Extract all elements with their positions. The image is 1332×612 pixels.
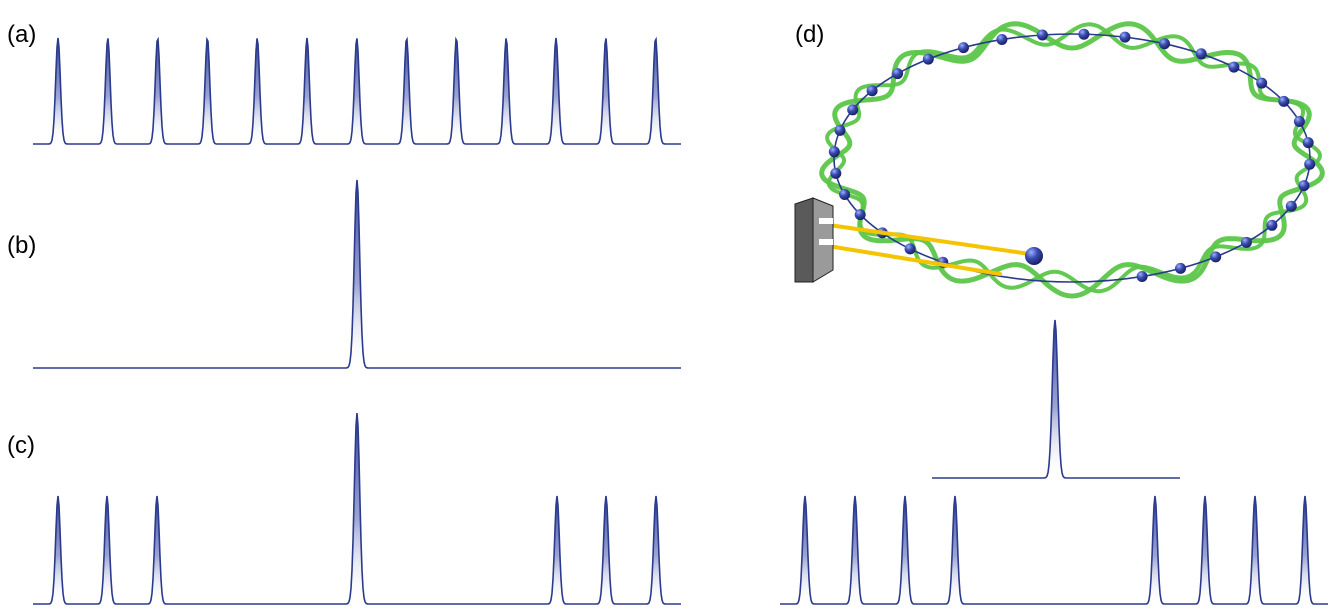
panel-d-train-peak-4 <box>946 496 964 604</box>
panel-a-peak-2 <box>99 38 117 144</box>
electron-bead-icon <box>839 189 851 200</box>
panel-label-a: (a) <box>7 21 37 48</box>
panel-b-single-pulse <box>33 179 681 369</box>
electron-bead-icon <box>1256 77 1268 89</box>
electron-bead-icon <box>1136 271 1148 282</box>
electron-beads <box>828 28 1316 282</box>
electron-bead-icon <box>847 104 859 116</box>
panel-d-train-trace <box>780 495 1328 605</box>
photon-beam-upper <box>820 222 1032 256</box>
panel-a-peak-12 <box>597 38 615 144</box>
panel-a-peak-7 <box>348 38 366 144</box>
panel-c-peak-7 <box>347 413 367 604</box>
electron-bead-icon <box>1036 29 1048 41</box>
panel-a-trace <box>33 36 681 145</box>
electron-bead-icon <box>1266 219 1278 231</box>
panel-d-storage-ring <box>794 21 1325 299</box>
panel-c-peak-5 <box>597 496 615 604</box>
panel-c-peak-6 <box>647 496 665 604</box>
panel-c-peak-4 <box>548 496 566 604</box>
electron-bead-icon <box>996 34 1008 45</box>
electron-bead-icon <box>834 124 846 136</box>
electron-bead-icon <box>1240 236 1252 248</box>
panel-d-train-peak-1 <box>796 496 814 604</box>
panel-d-train-peak-2 <box>846 496 864 604</box>
panel-d-train-peak-5 <box>1146 496 1164 604</box>
panel-d-train-peak-3 <box>896 496 914 604</box>
detector-plate-icon <box>794 197 834 283</box>
electron-bead-icon <box>1304 158 1316 170</box>
panel-d-train-peak-6 <box>1196 496 1214 604</box>
panel-a-peak-3 <box>149 38 167 144</box>
electron-bead-icon <box>830 167 842 179</box>
panel-a-peak-13 <box>647 38 665 144</box>
electron-bead-icon <box>866 85 878 97</box>
panel-d-single-trace <box>932 319 1180 479</box>
panel-b-peak-1 <box>347 180 367 368</box>
panel-a-peak-10 <box>497 38 515 144</box>
panel-d-train-peak-7 <box>1246 496 1264 604</box>
electron-bead-icon <box>1228 61 1240 73</box>
electron-bead-icon <box>828 146 840 158</box>
electron-bead-icon <box>1293 116 1305 127</box>
panel-c-peak-3 <box>148 496 166 604</box>
storage-ring-icon <box>833 33 1311 283</box>
electron-bead-icon <box>1302 137 1314 149</box>
panel-a-peak-5 <box>248 38 266 144</box>
electron-bead-icon <box>904 243 916 255</box>
panel-c-gapped-train <box>33 412 681 605</box>
undulator-wave-strand-2 <box>825 22 1323 294</box>
emitting-electron-icon <box>1025 247 1043 265</box>
electron-bead-icon <box>958 42 969 54</box>
panel-a-peak-8 <box>398 38 416 144</box>
panel-d-single-pulse <box>932 319 1180 479</box>
electron-bead-icon <box>1175 262 1186 274</box>
electron-bead-icon <box>892 68 904 80</box>
panel-d-train-peak-8 <box>1296 496 1314 604</box>
photon-beam-lower <box>820 243 1002 276</box>
panel-a-pulse-train <box>33 36 681 145</box>
electron-bead-icon <box>1159 38 1170 50</box>
electron-bead-icon <box>1285 200 1297 212</box>
electron-bead-icon <box>1278 95 1290 107</box>
panel-a-peak-4 <box>198 38 216 144</box>
panel-a-peak-1 <box>49 38 67 144</box>
panel-c-peak-2 <box>98 496 116 604</box>
electron-bead-icon <box>1195 48 1207 60</box>
panel-b-trace <box>33 179 681 369</box>
electron-bead-icon <box>922 53 934 65</box>
panel-c-peak-1 <box>49 496 67 604</box>
panel-a-peak-9 <box>447 38 465 144</box>
electron-bead-icon <box>1298 180 1310 192</box>
panel-d-single-peak-1 <box>1045 320 1065 478</box>
electron-bead-icon <box>1119 31 1131 43</box>
electron-bead-icon <box>1210 251 1222 263</box>
electron-bead-icon <box>854 209 866 221</box>
panel-c-trace <box>33 412 681 605</box>
panel-label-d: (d) <box>795 21 825 48</box>
panel-label-b: (b) <box>7 232 37 259</box>
panel-label-c: (c) <box>7 432 35 459</box>
panel-a-peak-6 <box>298 38 316 144</box>
panel-a-peak-11 <box>547 38 565 144</box>
panel-d-gapped-train <box>780 495 1328 605</box>
electron-bead-icon <box>1078 28 1090 40</box>
